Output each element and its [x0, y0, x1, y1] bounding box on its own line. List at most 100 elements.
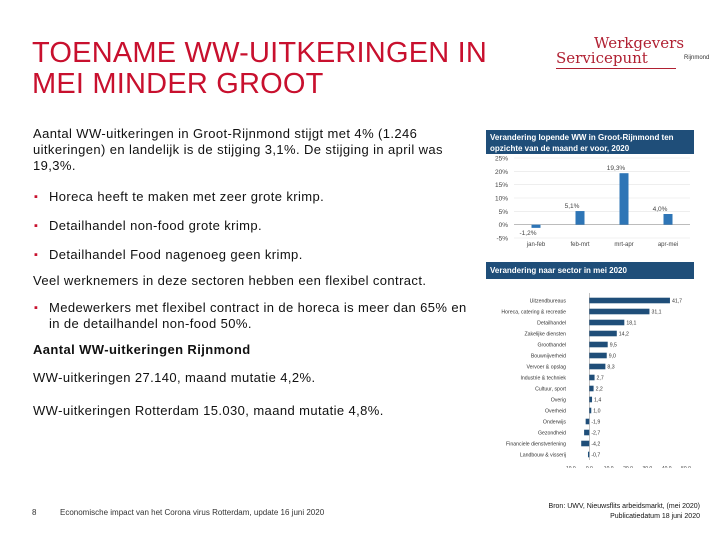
- chart1-data-label: 19,3%: [607, 165, 626, 172]
- rijnmond-heading: Aantal WW-uitkeringen Rijnmond: [33, 342, 251, 357]
- chart1-category-label: mrt-apr: [614, 242, 633, 248]
- chart1-y-tick: 20%: [495, 169, 508, 176]
- chart2-bar: [589, 341, 608, 348]
- chart1-data-label: -1,2%: [520, 230, 537, 237]
- slide-body: Aantal WW-uitkeringen in Groot-Rijnmond …: [33, 126, 473, 419]
- chart2-data-label: -2,7: [591, 431, 600, 437]
- chart2-category-label: Industrie & techniek: [520, 376, 566, 382]
- chart2-data-label: 2,7: [597, 376, 604, 382]
- chart1-y-tick: 15%: [495, 182, 508, 189]
- chart2-category-label: Financiele dienstverlening: [506, 442, 566, 448]
- sector-change-chart: Verandering naar sector in mei 2020 Uitz…: [486, 262, 694, 468]
- werkgevers-servicepunt-logo: Werkgevers Servicepunt Rijnmond: [556, 34, 716, 74]
- chart1-data-label: 4,0%: [653, 206, 668, 213]
- chart1-bar: [619, 173, 629, 225]
- chart2-category-label: Gezondheid: [538, 431, 566, 437]
- chart2-bar: [587, 451, 590, 458]
- chart1-bar: [575, 211, 585, 225]
- source-note: Bron: UWV, Nieuwsflits arbeidsmarkt, (me…: [540, 502, 700, 522]
- slide-title: TOENAME WW-UITKERINGEN IN MEI MINDER GRO…: [32, 38, 532, 100]
- page-number: 8: [32, 508, 37, 517]
- chart2-x-tick: 30.0: [642, 466, 652, 468]
- logo-word-2: Servicepunt: [556, 49, 648, 67]
- intro-paragraph: Aantal WW-uitkeringen in Groot-Rijnmond …: [33, 126, 443, 173]
- chart2-data-label: 41,7: [672, 299, 682, 305]
- chart2-category-label: Landbouw & visserij: [520, 453, 566, 459]
- logo-word-1: Werkgevers: [594, 34, 685, 52]
- chart2-bar: [589, 352, 607, 359]
- chart1-y-tick: 0%: [499, 222, 509, 229]
- chart2-bar: [589, 297, 670, 304]
- chart1-y-tick: -5%: [496, 236, 508, 243]
- chart2-data-label: -4,2: [591, 442, 600, 448]
- ww-rotterdam-paragraph: WW-uitkeringen Rotterdam 15.030, maand m…: [33, 403, 384, 418]
- chart2-category-label: Vervoer & opslag: [526, 365, 566, 371]
- chart1-category-label: feb-mrt: [570, 242, 589, 248]
- chart2-category-label: Horeca, catering & recreatie: [501, 310, 566, 316]
- chart1-y-tick: 5%: [499, 209, 509, 216]
- chart2-bar: [585, 418, 590, 425]
- chart2-data-label: 9,5: [610, 343, 617, 349]
- chart2-data-label: 8,3: [607, 365, 614, 371]
- chart2-x-tick: 50.0: [681, 466, 691, 468]
- title-line-2: MEI MINDER GROOT: [32, 68, 324, 100]
- chart2-bar: [589, 363, 606, 370]
- chart1-category-label: jan-feb: [526, 242, 546, 248]
- chart2-bar: [589, 374, 595, 381]
- chart2-x-tick: 0.0: [586, 466, 593, 468]
- chart2-category-label: Overig: [551, 398, 566, 404]
- chart1-bar: [531, 224, 541, 228]
- chart2-category-label: Cultuur, sport: [535, 387, 566, 393]
- chart1-title: Verandering lopende WW in Groot-Rijnmond…: [486, 130, 694, 154]
- chart2-bar: [589, 308, 650, 315]
- chart2-bar: [589, 407, 592, 414]
- chart2-category-label: Zakelijke diensten: [524, 332, 566, 338]
- chart2-data-label: -1,9: [591, 420, 600, 426]
- ww-rijnmond-paragraph: WW-uitkeringen 27.140, maand mutatie 4,2…: [33, 370, 316, 385]
- source-line-2: Publicatiedatum 18 juni 2020: [610, 513, 700, 520]
- chart2-category-label: Groothandel: [537, 343, 566, 349]
- chart2-bar: [589, 330, 617, 337]
- chart2-x-tick: -10.0: [564, 466, 576, 468]
- chart2-data-label: 2,2: [596, 387, 603, 393]
- chart2-data-label: 1,0: [593, 409, 600, 415]
- chart2-category-label: Uitzendbureaus: [530, 299, 567, 305]
- monthly-change-chart: Verandering lopende WW in Groot-Rijnmond…: [486, 130, 694, 252]
- chart2-bar: [581, 440, 590, 447]
- chart2-bar: [584, 429, 590, 436]
- chart2-data-label: 1,4: [594, 398, 601, 404]
- chart2-bar: [589, 396, 593, 403]
- chart2-bar: [589, 385, 594, 392]
- bullet-food: Detailhandel Food nagenoeg geen krimp.: [33, 247, 473, 263]
- chart1-bar: [663, 214, 673, 225]
- flex-contract-paragraph: Veel werknemers in deze sectoren hebben …: [33, 273, 427, 288]
- bullet-non-food: Detailhandel non-food grote krimp.: [33, 218, 473, 234]
- chart2-x-tick: 40.0: [662, 466, 672, 468]
- chart2-category-label: Overheid: [545, 409, 566, 415]
- chart2-bar: [589, 319, 625, 326]
- chart2-data-label: 14,2: [619, 332, 629, 338]
- chart2-data-label: 18,1: [626, 321, 636, 327]
- footer-text: Economische impact van het Corona virus …: [60, 508, 325, 517]
- chart2-x-tick: 20.0: [623, 466, 633, 468]
- chart2-data-label: 31,1: [651, 310, 661, 316]
- chart1-data-label: 5,1%: [565, 203, 580, 210]
- logo-word-3: Rijnmond: [684, 55, 710, 61]
- chart2-category-label: Detailhandel: [537, 321, 566, 327]
- logo-underline: [556, 68, 676, 69]
- chart2-x-tick: 10.0: [604, 466, 614, 468]
- chart2-plot: Uitzendbureaus 41,7 Horeca, catering & rec…: [501, 293, 691, 468]
- chart2-category-label: Bouwnijverheid: [531, 354, 566, 360]
- chart2-data-label: -0,7: [591, 453, 600, 459]
- chart2-title: Verandering naar sector in mei 2020: [486, 262, 694, 279]
- chart2-category-label: Onderwijs: [543, 420, 566, 426]
- source-line-1: Bron: UWV, Nieuwsflits arbeidsmarkt, (me…: [548, 503, 700, 510]
- chart2-data-label: 9,0: [609, 354, 616, 360]
- chart1-plot: 25% 20% 15% 10% 5% 0% -5% -1,2% jan-feb 5,1% feb-m…: [495, 156, 690, 248]
- bullet-horeca: Horeca heeft te maken met zeer grote kri…: [33, 189, 473, 205]
- chart1-category-label: apr-mei: [658, 242, 678, 248]
- bullet-flex-contract: Medewerkers met flexibel contract in de …: [33, 300, 473, 332]
- chart1-y-tick: 10%: [495, 196, 508, 203]
- chart1-y-tick: 25%: [495, 156, 508, 163]
- title-line-1: TOENAME WW-UITKERINGEN IN: [32, 37, 488, 69]
